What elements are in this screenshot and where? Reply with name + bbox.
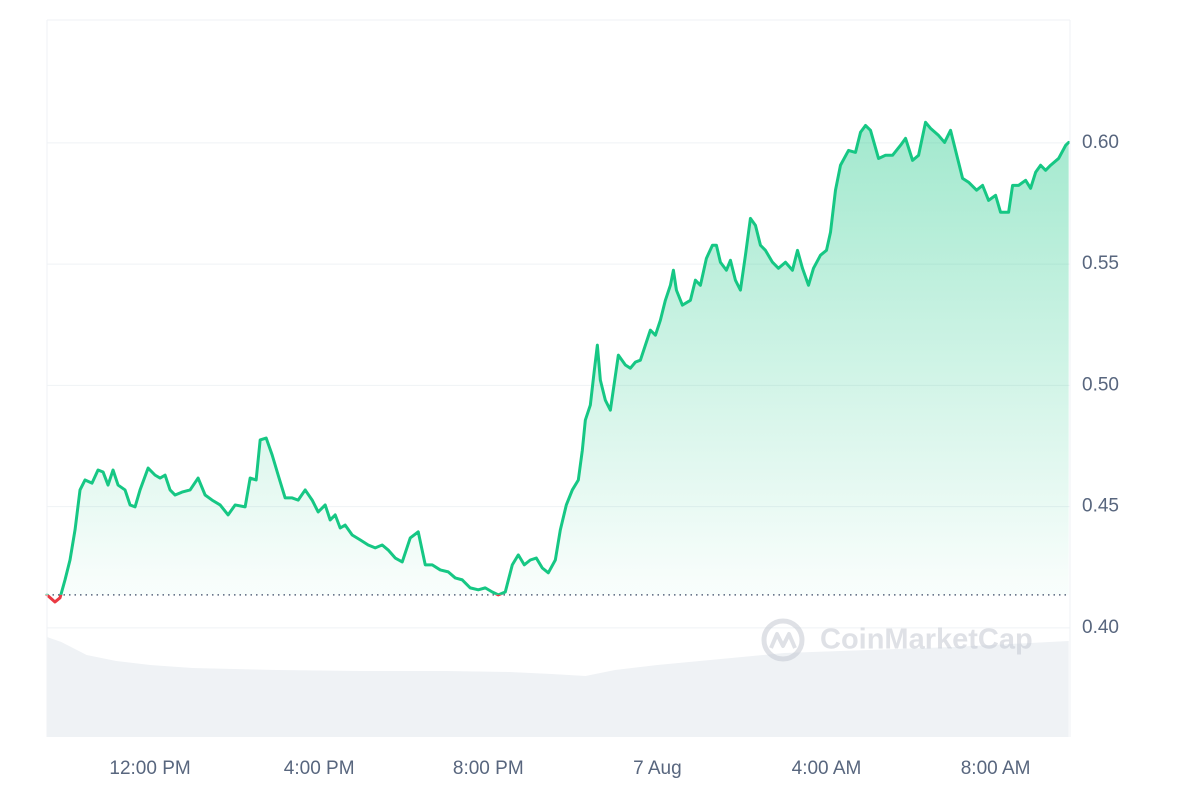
price-line: [45, 120, 1071, 595]
y-tick-label: 0.40: [1082, 617, 1119, 638]
watermark: CoinMarketCap: [761, 618, 1033, 662]
price-area: [60, 122, 1069, 595]
y-tick-label: 0.55: [1082, 253, 1119, 274]
x-tick-label: 8:00 AM: [961, 758, 1031, 779]
watermark-logo: [761, 618, 805, 662]
x-tick-label: 4:00 PM: [284, 758, 355, 779]
watermark-logo-mark: [769, 632, 797, 649]
y-tick-label: 0.45: [1082, 496, 1119, 517]
y-tick-label: 0.50: [1082, 374, 1119, 395]
y-tick-label: 0.60: [1082, 132, 1119, 153]
x-tick-label: 12:00 PM: [109, 758, 190, 779]
volume-area: [47, 637, 1069, 737]
x-tick-label: 4:00 AM: [792, 758, 862, 779]
watermark-text: CoinMarketCap: [820, 624, 1033, 656]
x-tick-label: 8:00 PM: [453, 758, 524, 779]
x-tick-label: 7 Aug: [633, 758, 682, 779]
